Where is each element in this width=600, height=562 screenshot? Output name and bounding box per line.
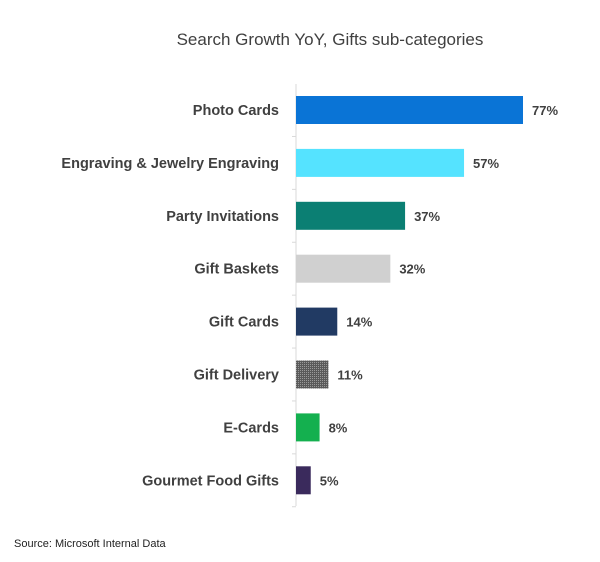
data-label: 14%: [346, 315, 372, 330]
bar-gourmet-food-gifts: [296, 466, 311, 495]
data-label: 77%: [532, 103, 558, 118]
data-label: 37%: [414, 209, 440, 224]
category-label: Gift Cards: [209, 315, 279, 331]
category-label: E-Cards: [223, 420, 279, 436]
category-label: Gift Delivery: [194, 368, 279, 384]
category-label: Gourmet Food Gifts: [142, 473, 279, 489]
data-label: 5%: [320, 473, 339, 488]
category-label: Photo Cards: [193, 103, 279, 119]
bar-gift-baskets: [296, 254, 391, 283]
category-label: Engraving & Jewelry Engraving: [61, 156, 279, 172]
bar-engraving-jewelry-engraving: [296, 148, 465, 177]
chart-title: Search Growth YoY, Gifts sub-categories: [176, 30, 484, 49]
bar-party-invitations: [296, 201, 406, 230]
data-label: 57%: [473, 156, 499, 171]
bar-photo-cards: [296, 96, 523, 124]
bar-gift-delivery: [296, 360, 329, 389]
data-label: 32%: [399, 262, 425, 277]
category-label: Gift Baskets: [194, 262, 279, 278]
source-note: Source: Microsoft Internal Data: [14, 538, 166, 550]
bar-gift-cards: [296, 307, 338, 336]
data-label: 11%: [337, 368, 363, 383]
data-label: 8%: [329, 420, 348, 435]
category-label: Party Invitations: [166, 209, 279, 225]
bar-e-cards: [296, 413, 320, 442]
